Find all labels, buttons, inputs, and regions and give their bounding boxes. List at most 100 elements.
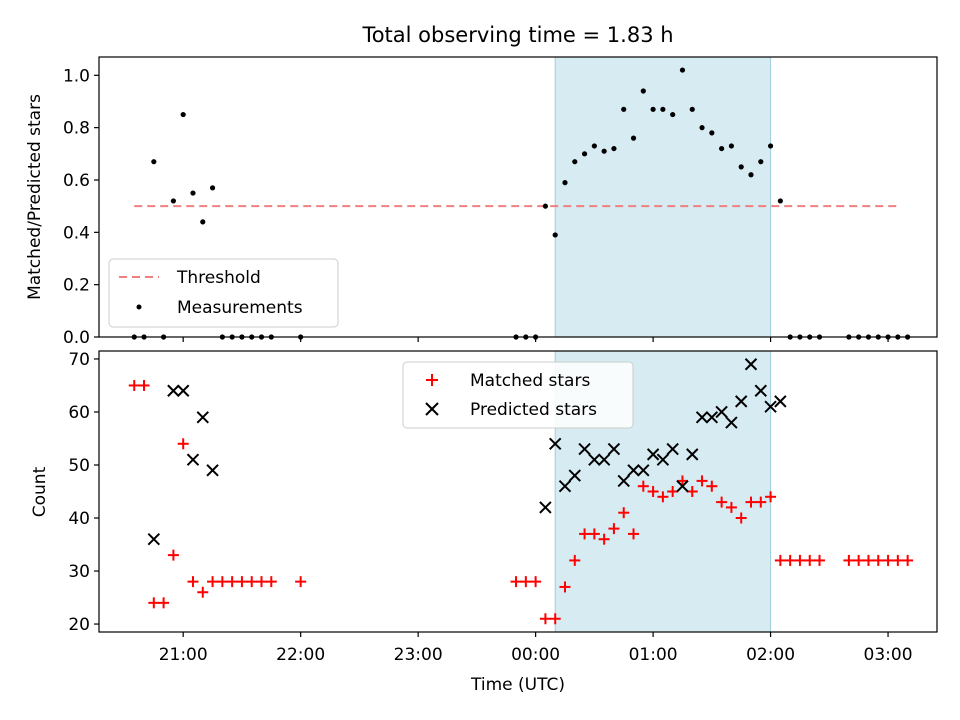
bottom-legend-box: [402, 361, 634, 429]
predicted-star-point: [764, 400, 777, 413]
measurement-point: [777, 198, 783, 204]
measurement-point: [709, 130, 715, 136]
matched-star-point: [774, 554, 786, 566]
measurement-point: [180, 111, 186, 118]
predicted-star-points: [147, 358, 787, 546]
matched-star-point: [637, 480, 649, 492]
predicted-star-point: [167, 384, 180, 397]
y-tick-label: 40: [68, 509, 90, 529]
measurement-point: [728, 143, 735, 149]
measurement-point: [650, 106, 656, 112]
matched-star-point: [167, 549, 179, 561]
y-tick-label: 0.2: [63, 276, 90, 296]
matched-star-point: [207, 576, 219, 588]
matched-star-point: [559, 581, 571, 593]
measurement-point: [767, 143, 774, 149]
matched-star-point: [216, 576, 228, 588]
predicted-star-point: [206, 464, 219, 477]
measurement-point: [689, 106, 695, 112]
predicted-star-point: [754, 384, 767, 397]
measurement-point: [758, 159, 764, 165]
top-axes-frame: [98, 56, 938, 338]
y-tick-label: 1.0: [63, 66, 90, 86]
matched-star-point: [177, 438, 189, 450]
measurement-point: [621, 106, 627, 112]
matched-star-point: [530, 576, 542, 588]
matched-star-points: [128, 379, 914, 625]
matched-star-point: [735, 512, 747, 524]
top-measurement-points: [131, 67, 911, 340]
matched-star-point: [902, 554, 914, 566]
measurement-point: [601, 148, 607, 154]
x-axis-label: Time (UTC): [470, 675, 565, 695]
x-tick-label: 23:00: [394, 645, 443, 665]
matched-star-point: [862, 554, 874, 566]
measurement-point: [572, 159, 578, 165]
top-shading: [554, 56, 772, 338]
matched-star-point: [667, 486, 679, 497]
predicted-star-point: [686, 448, 699, 461]
matched-star-point: [804, 554, 816, 566]
matched-star-point: [187, 576, 199, 588]
matched-star-point: [256, 576, 268, 588]
x-tick-label: 03:00: [864, 645, 913, 665]
matched-star-point: [706, 480, 718, 492]
matched-star-point: [138, 379, 150, 391]
matched-star-point: [618, 507, 630, 519]
measurement-point: [151, 159, 157, 165]
predicted-star-point: [715, 405, 728, 419]
top-legend-box: [108, 258, 339, 328]
matched-star-point: [226, 576, 238, 588]
predicted-star-point: [539, 501, 552, 514]
measurement-point: [200, 219, 206, 225]
y-tick-label: 0.4: [63, 223, 90, 243]
measurement-point: [738, 164, 744, 170]
measurement-point: [552, 232, 558, 238]
matched-star-point: [579, 528, 591, 540]
matched-star-point: [676, 475, 688, 487]
matched-star-point: [510, 576, 522, 588]
predicted-star-point: [676, 479, 689, 493]
predicted-star-point: [774, 395, 787, 408]
measurement-point: [630, 135, 637, 141]
y-tick-label: 0.0: [63, 328, 90, 348]
matched-star-point: [647, 486, 659, 497]
measurement-point: [209, 185, 216, 191]
predicted-star-point: [695, 411, 709, 424]
legend-threshold-label: Threshold: [176, 268, 261, 288]
matched-star-point: [265, 576, 277, 588]
matched-star-point: [158, 597, 170, 609]
predicted-star-point: [744, 358, 758, 371]
predicted-star-point: [147, 533, 161, 546]
predicted-star-point: [568, 469, 581, 482]
measurement-point: [611, 145, 617, 152]
legend-matched-swatch: [426, 374, 438, 386]
matched-star-point: [588, 528, 600, 540]
predicted-star-point: [588, 453, 601, 466]
predicted-star-point: [627, 464, 640, 477]
matched-star-point: [569, 554, 581, 566]
matched-star-point: [843, 554, 855, 566]
top-legend: Threshold Measurements: [108, 258, 339, 328]
predicted-star-point: [637, 464, 650, 477]
matched-star-point: [765, 491, 777, 503]
measurement-point: [591, 143, 597, 149]
legend-predicted-swatch: [425, 402, 439, 416]
predicted-star-point: [558, 479, 572, 493]
legend-matched-label: Matched stars: [470, 371, 590, 391]
matched-star-point: [598, 533, 610, 545]
bottom-y-axis-label: Count: [30, 466, 50, 517]
matched-star-point: [814, 554, 826, 566]
predicted-star-point: [597, 453, 611, 466]
top-y-ticks: 0.0 0.2 0.4 0.6 0.8 1.0: [63, 66, 99, 348]
matched-star-point: [853, 554, 865, 566]
y-tick-label: 30: [68, 562, 90, 582]
measurement-point: [670, 111, 676, 118]
bottom-legend: Matched stars Predicted stars: [402, 361, 634, 429]
x-tick-label: 00:00: [511, 645, 560, 665]
measurement-point: [699, 125, 705, 131]
y-tick-label: 0.8: [63, 119, 90, 139]
matched-star-point: [686, 486, 698, 497]
matched-star-point: [549, 613, 561, 625]
matched-star-point: [784, 554, 796, 566]
